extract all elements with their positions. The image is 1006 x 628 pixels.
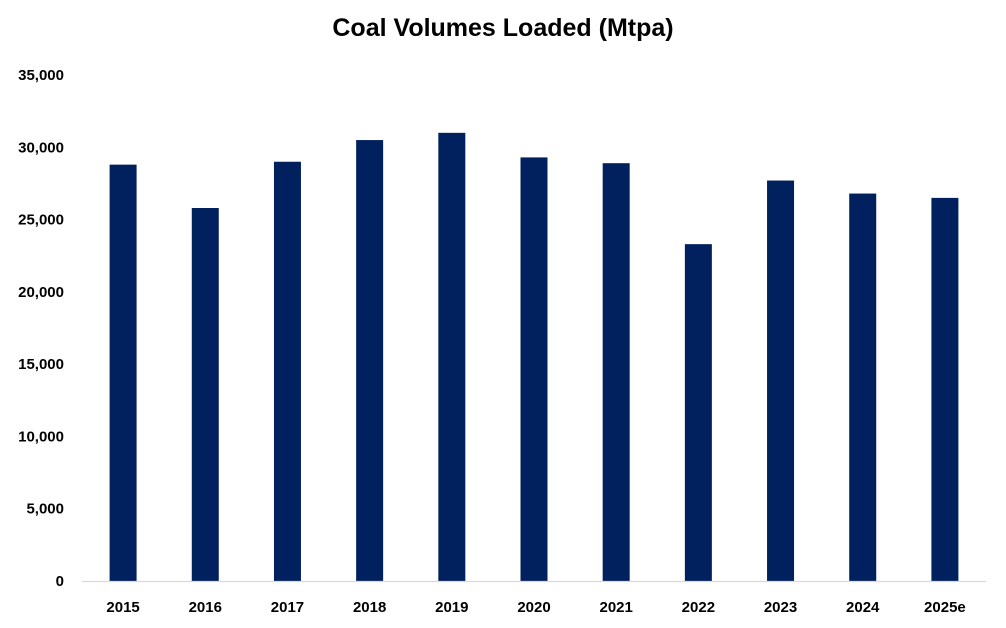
x-tick-label: 2020 — [517, 599, 550, 616]
y-tick-label: 30,000 — [18, 139, 64, 156]
y-tick-label: 5,000 — [26, 501, 64, 518]
bar-2017 — [273, 161, 301, 581]
y-tick-label: 35,000 — [18, 67, 64, 84]
bar-2016 — [191, 208, 219, 581]
x-tick-label: 2017 — [271, 599, 304, 616]
y-axis: 0 5,000 10,000 15,000 20,000 25,000 30,000 35,0… — [18, 67, 64, 590]
bar-2020 — [520, 157, 548, 582]
chart-title: Coal Volumes Loaded (Mtpa) — [332, 14, 674, 42]
bar-2018 — [356, 140, 384, 582]
y-tick-label: 0 — [56, 573, 64, 590]
x-tick-label: 2021 — [599, 599, 632, 616]
x-tick-label: 2015 — [106, 599, 139, 616]
x-tick-label: 2025e — [924, 599, 966, 616]
bar-2024 — [849, 193, 877, 581]
x-axis: 2015 2016 2017 2018 2019 2020 2021 2022 2023 2024… — [106, 599, 965, 616]
bar-2025e — [931, 197, 959, 581]
bar-2021 — [602, 163, 630, 581]
bar-2015 — [109, 164, 137, 582]
x-tick-label: 2024 — [846, 599, 880, 616]
bars — [109, 132, 959, 582]
bar-2023 — [767, 180, 795, 581]
x-tick-label: 2023 — [764, 599, 797, 616]
x-tick-label: 2022 — [682, 599, 715, 616]
bar-2019 — [438, 132, 466, 582]
y-tick-label: 25,000 — [18, 212, 64, 229]
bar-2022 — [684, 244, 712, 582]
y-tick-label: 10,000 — [18, 428, 64, 445]
x-tick-label: 2019 — [435, 599, 468, 616]
x-tick-label: 2016 — [189, 599, 222, 616]
y-tick-label: 20,000 — [18, 284, 64, 301]
x-tick-label: 2018 — [353, 599, 386, 616]
y-tick-label: 15,000 — [18, 356, 64, 373]
